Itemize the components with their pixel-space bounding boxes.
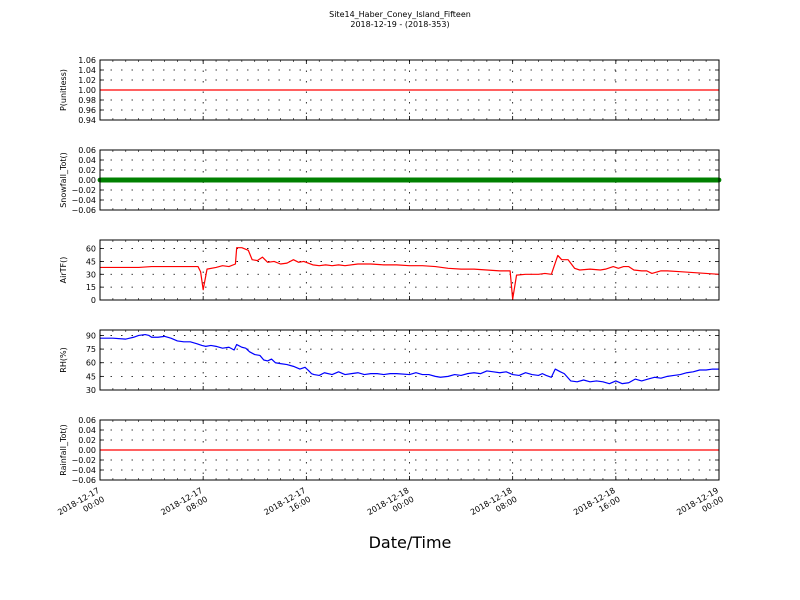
- panel-frame: [99, 149, 720, 211]
- x-tick-label: 2018-12-1900:00: [675, 486, 725, 526]
- y-tick-label: −0.02: [71, 186, 96, 195]
- chart-title: Site14_Haber_Coney_Island_Fifteen: [329, 10, 471, 19]
- y-tick-label: −0.06: [71, 476, 96, 485]
- y-tick-label: 0.02: [78, 436, 96, 445]
- y-axis-label: Snowfall_Tot(): [59, 152, 68, 208]
- panel-frame: [99, 329, 720, 391]
- panel-frame: [99, 239, 720, 301]
- y-tick-label: 0.04: [78, 426, 96, 435]
- y-tick-label: 0.06: [78, 146, 96, 155]
- y-tick-label: 0.94: [78, 116, 96, 125]
- y-tick-label: 1.02: [78, 76, 96, 85]
- x-tick-label: 2018-12-1808:00: [469, 486, 519, 526]
- panel-frame: [99, 59, 720, 121]
- y-tick-label: 1.06: [78, 56, 96, 65]
- y-tick-label: 0.04: [78, 156, 96, 165]
- y-tick-label: 75: [86, 345, 96, 354]
- x-axis-label: Date/Time: [368, 533, 452, 552]
- x-tick-label: 2018-12-1700:00: [56, 486, 106, 526]
- y-tick-label: 1.00: [78, 86, 96, 95]
- y-tick-label: 0.98: [78, 96, 96, 105]
- series-line-AirTF(): [100, 247, 720, 300]
- y-tick-label: −0.02: [71, 456, 96, 465]
- chart-title-block: Site14_Haber_Coney_Island_Fifteen 2018-1…: [0, 10, 800, 30]
- y-tick-label: 90: [86, 331, 96, 340]
- y-tick-label: 45: [86, 257, 96, 266]
- y-tick-label: −0.06: [71, 206, 96, 215]
- y-axis-label: Rainfall_Tot(): [59, 424, 68, 476]
- series-line-RH(%): [100, 333, 719, 385]
- x-tick-label: 2018-12-1716:00: [263, 486, 313, 526]
- y-tick-label: 0: [91, 296, 96, 305]
- y-tick-label: 0.06: [78, 416, 96, 425]
- y-axis-label: AirTF(): [59, 257, 68, 284]
- y-axis-label: P(unitless): [59, 69, 68, 111]
- y-tick-label: −0.04: [71, 196, 96, 205]
- y-axis-label: RH(%): [59, 347, 68, 372]
- y-tick-label: 0.02: [78, 166, 96, 175]
- x-tick-label: 2018-12-1708:00: [159, 486, 209, 526]
- y-tick-label: 45: [86, 372, 96, 381]
- y-tick-label: 0.96: [78, 106, 96, 115]
- chart-subtitle: 2018-12-19 - (2018-353): [350, 20, 450, 29]
- x-tick-label: 2018-12-1800:00: [366, 486, 416, 526]
- y-tick-label: 15: [86, 283, 96, 292]
- y-tick-label: 1.04: [78, 66, 96, 75]
- y-tick-label: −0.04: [71, 466, 96, 475]
- panel-frame: [99, 419, 720, 481]
- y-tick-label: 0.00: [78, 446, 96, 455]
- y-tick-label: 30: [86, 386, 96, 395]
- y-tick-label: 60: [86, 359, 96, 368]
- x-tick-label: 2018-12-1816:00: [572, 486, 622, 526]
- y-tick-label: 30: [86, 270, 96, 279]
- y-tick-label: 0.00: [78, 176, 96, 185]
- y-tick-label: 60: [86, 245, 96, 254]
